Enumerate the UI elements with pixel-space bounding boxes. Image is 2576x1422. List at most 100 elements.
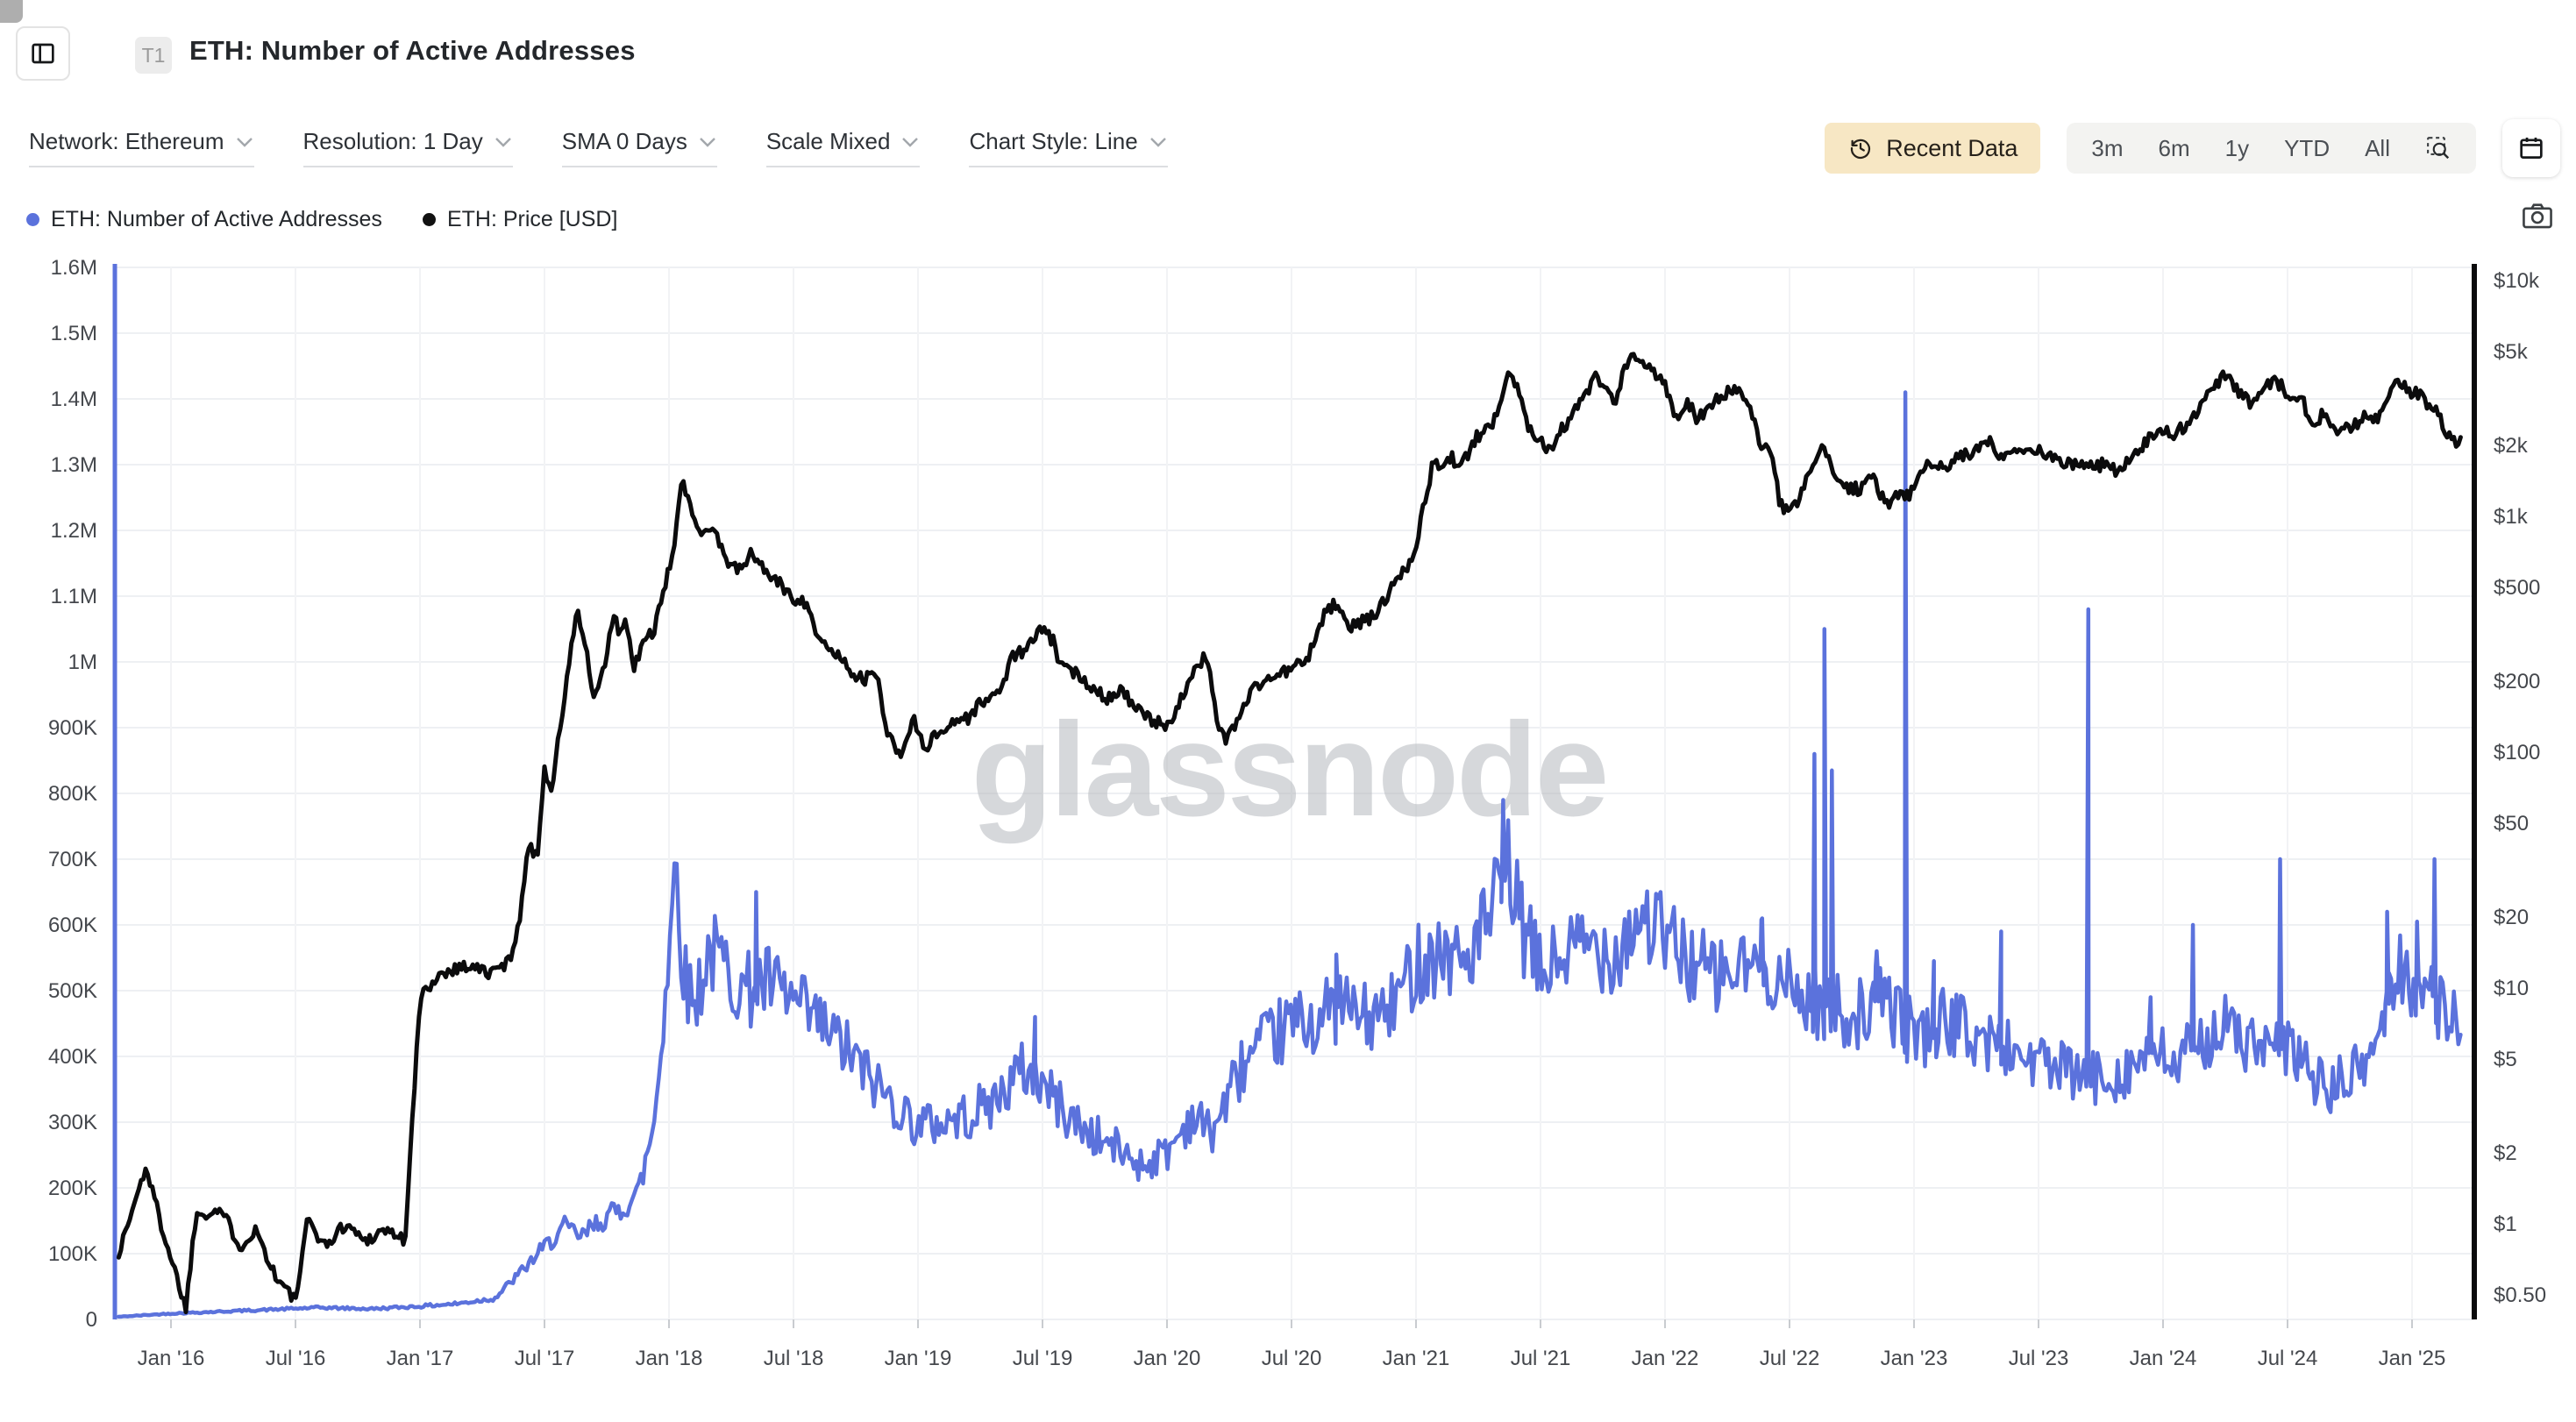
dropdown-row: Network: Ethereum Resolution: 1 Day SMA … bbox=[29, 128, 1168, 167]
y-right-tick-label: $20 bbox=[2494, 906, 2529, 929]
y-right-tick-label: $1 bbox=[2494, 1212, 2517, 1236]
glassnode-watermark: glassnode bbox=[971, 695, 1607, 844]
dropdown-label: Resolution: 1 Day bbox=[302, 128, 483, 154]
header: T1 ETH: Number of Active Addresses bbox=[0, 0, 2576, 105]
y-right-tick-label: $50 bbox=[2494, 812, 2529, 835]
y-left-tick-label: 1.5M bbox=[51, 322, 97, 345]
x-axis-label: Jul '18 bbox=[764, 1347, 824, 1370]
y-left-tick-label: 400K bbox=[48, 1045, 97, 1069]
x-axis-label: Jan '24 bbox=[2130, 1347, 2197, 1370]
tab-badge: T1 bbox=[135, 37, 172, 74]
x-axis-label: Jan '22 bbox=[1632, 1347, 1699, 1370]
active-addresses-series bbox=[117, 390, 2463, 1319]
screenshot-button[interactable] bbox=[2520, 200, 2555, 236]
calendar-button[interactable] bbox=[2502, 119, 2560, 177]
y-left-tick-label: 1.1M bbox=[51, 585, 97, 608]
y-right-tick-label: $2k bbox=[2494, 434, 2529, 458]
y-left-tick-label: 800K bbox=[48, 782, 97, 806]
sidebar-toggle-button[interactable] bbox=[16, 26, 70, 81]
dropdown-network[interactable]: Network: Ethereum bbox=[29, 128, 254, 167]
range-1y[interactable]: 1y bbox=[2224, 134, 2250, 161]
toolbar-right: Recent Data 3m 6m 1y YTD All bbox=[1825, 119, 2560, 177]
y-left-tick-label: 1.6M bbox=[51, 256, 97, 280]
range-selector: 3m 6m 1y YTD All bbox=[2067, 123, 2476, 174]
y-left-tick-label: 500K bbox=[48, 979, 97, 1003]
y-right-tick-label: $2 bbox=[2494, 1141, 2517, 1165]
x-axis-label: Jan '25 bbox=[2379, 1347, 2446, 1370]
camera-icon bbox=[2523, 203, 2552, 229]
history-clock-icon bbox=[1851, 139, 1871, 160]
x-axis-label: Jul '22 bbox=[1760, 1347, 1820, 1370]
y-right-tick-label: $5k bbox=[2494, 340, 2529, 364]
chart-toolbar: Network: Ethereum Resolution: 1 Day SMA … bbox=[0, 112, 2576, 179]
y-left-tick-label: 300K bbox=[48, 1111, 97, 1134]
page-title: ETH: Number of Active Addresses bbox=[189, 35, 636, 66]
y-left-tick-label: 1M bbox=[68, 651, 97, 674]
chevron-down-icon bbox=[236, 137, 253, 147]
chevron-down-icon bbox=[699, 137, 715, 147]
recent-data-label: Recent Data bbox=[1886, 134, 2018, 161]
y-right-tick-label: $5 bbox=[2494, 1048, 2517, 1071]
chevron-down-icon bbox=[1149, 137, 1166, 147]
y-left-tick-label: 1.3M bbox=[51, 453, 97, 477]
y-right-tick-label: $10k bbox=[2494, 269, 2540, 293]
x-axis-label: Jan '17 bbox=[387, 1347, 454, 1370]
legend-dot bbox=[422, 213, 436, 226]
chevron-down-icon bbox=[902, 137, 919, 147]
dropdown-chart-style[interactable]: Chart Style: Line bbox=[969, 128, 1168, 167]
dropdown-label: Network: Ethereum bbox=[29, 128, 224, 154]
x-axis-label: Jan '18 bbox=[636, 1347, 703, 1370]
y-right-tick-label: $10 bbox=[2494, 977, 2529, 1000]
zoom-select-button[interactable] bbox=[2425, 135, 2451, 161]
x-axis-label: Jan '16 bbox=[138, 1347, 205, 1370]
legend-item-0[interactable]: ETH: Number of Active Addresses bbox=[26, 207, 382, 232]
calendar-icon bbox=[2520, 137, 2543, 159]
y-right-tick-label: $200 bbox=[2494, 670, 2540, 693]
range-3m[interactable]: 3m bbox=[2091, 134, 2124, 161]
x-axis-label: Jul '20 bbox=[1262, 1347, 1322, 1370]
x-axis-label: Jul '23 bbox=[2009, 1347, 2069, 1370]
price-series bbox=[116, 352, 2463, 1315]
panel-layout-icon bbox=[32, 43, 54, 64]
x-axis-label: Jan '20 bbox=[1134, 1347, 1201, 1370]
page-corner-artifact bbox=[0, 0, 23, 23]
dropdown-sma-0-days[interactable]: SMA 0 Days bbox=[561, 128, 717, 167]
y-left-tick-label: 900K bbox=[48, 716, 97, 740]
range-6m[interactable]: 6m bbox=[2158, 134, 2190, 161]
x-axis-label: Jan '19 bbox=[885, 1347, 952, 1370]
legend-item-1[interactable]: ETH: Price [USD] bbox=[422, 207, 618, 232]
dropdown-label: Chart Style: Line bbox=[969, 128, 1138, 154]
y-right-tick-label: $0.50 bbox=[2494, 1283, 2546, 1307]
y-left-tick-label: 700K bbox=[48, 848, 97, 871]
dropdown-scale-mixed[interactable]: Scale Mixed bbox=[765, 128, 921, 167]
dropdown-label: Scale Mixed bbox=[765, 128, 891, 154]
legend: ETH: Number of Active Addresses ETH: Pri… bbox=[26, 207, 617, 232]
y-right-tick-label: $1k bbox=[2494, 505, 2529, 529]
dropdown-label: SMA 0 Days bbox=[561, 128, 687, 154]
x-axis-label: Jul '17 bbox=[515, 1347, 575, 1370]
x-axis-label: Jul '16 bbox=[266, 1347, 326, 1370]
legend-label: ETH: Price [USD] bbox=[446, 207, 618, 231]
chevron-down-icon bbox=[495, 137, 511, 147]
range-all[interactable]: All bbox=[2365, 134, 2390, 161]
range-ytd[interactable]: YTD bbox=[2284, 134, 2330, 161]
dropdown-resolution[interactable]: Resolution: 1 Day bbox=[302, 128, 513, 167]
y-left-tick-label: 600K bbox=[48, 914, 97, 937]
legend-dot bbox=[26, 213, 39, 226]
x-axis-label: Jan '23 bbox=[1881, 1347, 1948, 1370]
y-left-tick-label: 0 bbox=[86, 1308, 97, 1332]
x-axis-label: Jul '24 bbox=[2258, 1347, 2318, 1370]
x-axis-label: Jul '19 bbox=[1013, 1347, 1073, 1370]
y-left-tick-label: 100K bbox=[48, 1242, 97, 1266]
x-axis-label: Jul '21 bbox=[1511, 1347, 1571, 1370]
x-axis-label: Jan '21 bbox=[1383, 1347, 1450, 1370]
y-right-tick-label: $100 bbox=[2494, 741, 2540, 764]
legend-label: ETH: Number of Active Addresses bbox=[51, 207, 382, 231]
recent-data-button[interactable]: Recent Data bbox=[1825, 123, 2041, 174]
zoom-area-icon bbox=[2427, 137, 2450, 160]
y-left-tick-label: 200K bbox=[48, 1177, 97, 1200]
y-right-tick-label: $500 bbox=[2494, 576, 2540, 600]
y-left-tick-label: 1.2M bbox=[51, 519, 97, 543]
y-left-tick-label: 1.4M bbox=[51, 387, 97, 411]
